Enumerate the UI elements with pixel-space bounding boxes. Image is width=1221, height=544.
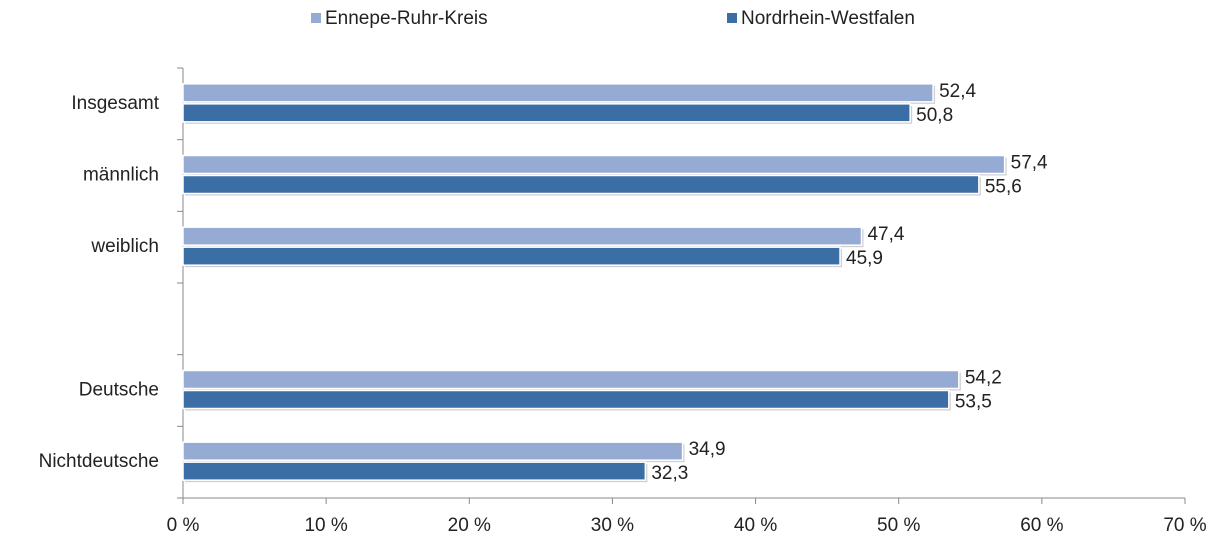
x-tick-label: 70 % bbox=[1163, 515, 1206, 536]
bar bbox=[182, 389, 950, 410]
y-tick-label: Deutsche bbox=[79, 380, 159, 401]
y-tick-label: Insgesamt bbox=[71, 93, 159, 114]
y-tick-label: Nichtdeutsche bbox=[39, 451, 159, 472]
x-tick-label: 10 % bbox=[304, 515, 347, 536]
x-tick-label: 50 % bbox=[877, 515, 920, 536]
bar bbox=[182, 103, 911, 123]
legend-label: Ennepe-Ruhr-Kreis bbox=[325, 8, 488, 29]
bar bbox=[182, 369, 960, 390]
x-tick-label: 60 % bbox=[1020, 515, 1063, 536]
bar bbox=[182, 83, 934, 103]
y-tick-label: männlich bbox=[83, 165, 159, 186]
data-label: 54,2 bbox=[965, 368, 1002, 389]
x-tick-label: 0 % bbox=[167, 515, 200, 536]
x-tick-label: 20 % bbox=[448, 515, 491, 536]
data-label: 52,4 bbox=[939, 81, 976, 102]
data-label: 53,5 bbox=[955, 392, 992, 413]
data-label: 55,6 bbox=[985, 177, 1022, 198]
bar bbox=[182, 174, 980, 195]
data-label: 32,3 bbox=[651, 463, 688, 484]
bar bbox=[182, 246, 841, 266]
data-label: 50,8 bbox=[916, 105, 953, 126]
bar bbox=[182, 441, 684, 461]
data-label: 45,9 bbox=[846, 248, 883, 269]
data-label: 34,9 bbox=[689, 439, 726, 460]
bar bbox=[182, 154, 1006, 175]
bar bbox=[182, 461, 647, 481]
y-tick-label: weiblich bbox=[90, 236, 159, 257]
x-tick-label: 30 % bbox=[591, 515, 634, 536]
data-label: 47,4 bbox=[867, 224, 904, 245]
data-label: 57,4 bbox=[1011, 153, 1048, 174]
bar bbox=[182, 226, 863, 246]
legend-label: Nordrhein-Westfalen bbox=[741, 8, 915, 29]
legend-swatch bbox=[311, 13, 321, 23]
legend-swatch bbox=[727, 13, 737, 23]
x-tick-label: 40 % bbox=[734, 515, 777, 536]
